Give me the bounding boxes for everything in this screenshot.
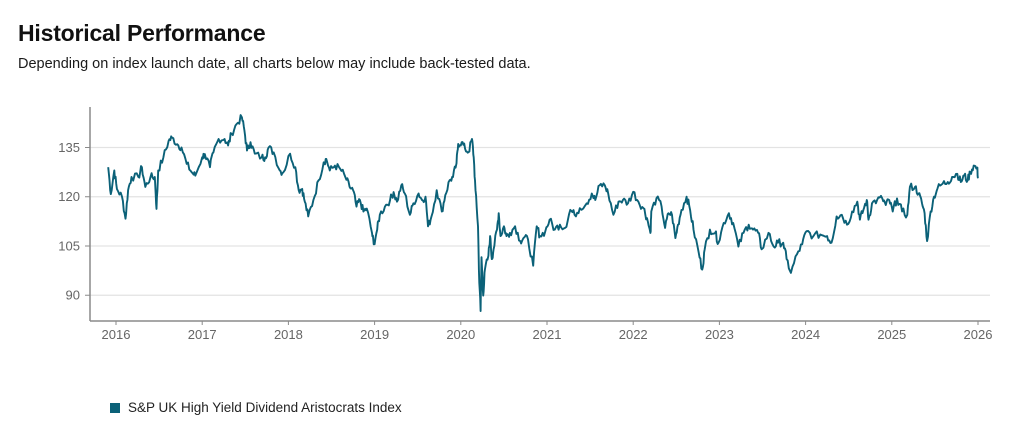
- x-tick-label: 2019: [360, 327, 389, 342]
- chart-legend: S&P UK High Yield Dividend Aristocrats I…: [110, 400, 402, 415]
- gridlines: [90, 146, 990, 296]
- x-tick-label: 2018: [274, 327, 303, 342]
- legend-label[interactable]: S&P UK High Yield Dividend Aristocrats I…: [128, 400, 402, 415]
- x-tick-label: 2020: [446, 327, 475, 342]
- y-tick-label: 105: [58, 238, 80, 253]
- series-layer: [107, 114, 979, 312]
- x-axis-ticks: 2016 2017 2018 2019 2020 2021 2022 2023 2024 2025…: [102, 321, 993, 342]
- x-tick-label: 2017: [188, 327, 217, 342]
- x-tick-label: 2024: [791, 327, 820, 342]
- x-tick-label: 2016: [102, 327, 131, 342]
- legend-swatch: [110, 402, 120, 413]
- axes: [89, 107, 990, 322]
- x-tick-label: 2022: [619, 327, 648, 342]
- series-line-0[interactable]: [107, 114, 979, 312]
- x-tick-label: 2026: [964, 327, 993, 342]
- y-tick-label: 90: [66, 288, 80, 303]
- page-title: Historical Performance: [18, 20, 266, 46]
- x-tick-label: 2023: [705, 327, 734, 342]
- y-axis-ticks: 90 105 120 135: [58, 140, 90, 303]
- y-tick-label: 135: [58, 140, 80, 155]
- x-tick-label: 2021: [533, 327, 562, 342]
- y-tick-label: 120: [58, 189, 80, 204]
- page-subtitle: Depending on index launch date, all char…: [18, 56, 531, 72]
- x-tick-label: 2025: [877, 327, 906, 342]
